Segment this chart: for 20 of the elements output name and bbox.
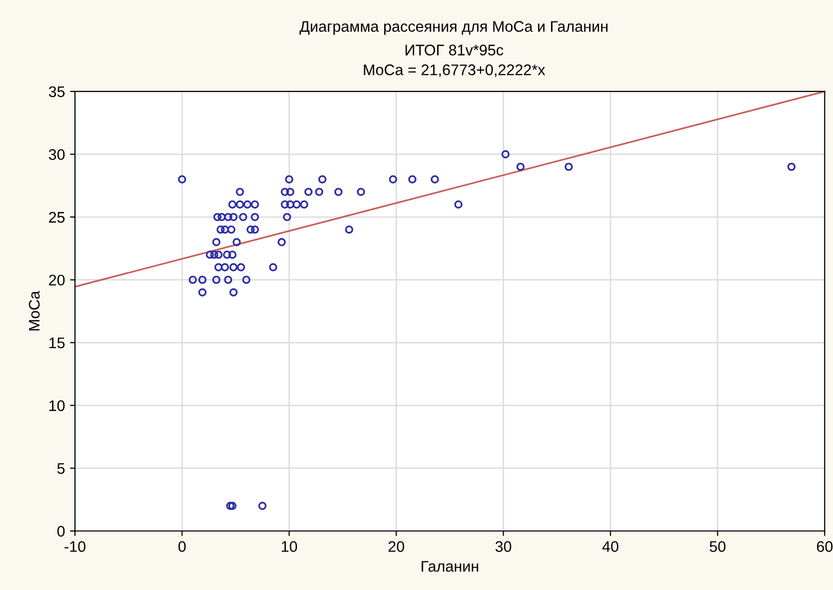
x-tick-label: 20 bbox=[388, 541, 404, 552]
x-tick-label: 10 bbox=[282, 541, 298, 552]
y-tick-label: 30 bbox=[48, 149, 65, 160]
x-tick-label: 50 bbox=[710, 541, 726, 552]
y-tick-label: 0 bbox=[57, 526, 65, 537]
x-tick-label: -10 bbox=[64, 541, 86, 552]
x-tick-label: 60 bbox=[816, 541, 833, 552]
y-tick-label: 25 bbox=[49, 212, 65, 223]
y-tick-label: 10 bbox=[49, 400, 65, 412]
y-tick-label: 5 bbox=[57, 463, 65, 474]
x-tick-label: 0 bbox=[178, 541, 186, 552]
x-axis-title: Галанин bbox=[422, 561, 478, 572]
x-tick-label: 40 bbox=[602, 541, 618, 552]
chart-title: Диаграмма рассеяния для MoCa и Галанин bbox=[300, 21, 608, 35]
chart-subtitle: ИТОГ 81v*95c MoCa = 21,6773+0,2222*x bbox=[364, 44, 546, 78]
y-tick-label: 15 bbox=[49, 338, 65, 348]
y-tick-label: 20 bbox=[49, 274, 65, 286]
y-tick-label: 35 bbox=[48, 86, 65, 98]
x-tick-label: 30 bbox=[495, 541, 512, 552]
y-axis-title: MoCa bbox=[28, 290, 40, 330]
